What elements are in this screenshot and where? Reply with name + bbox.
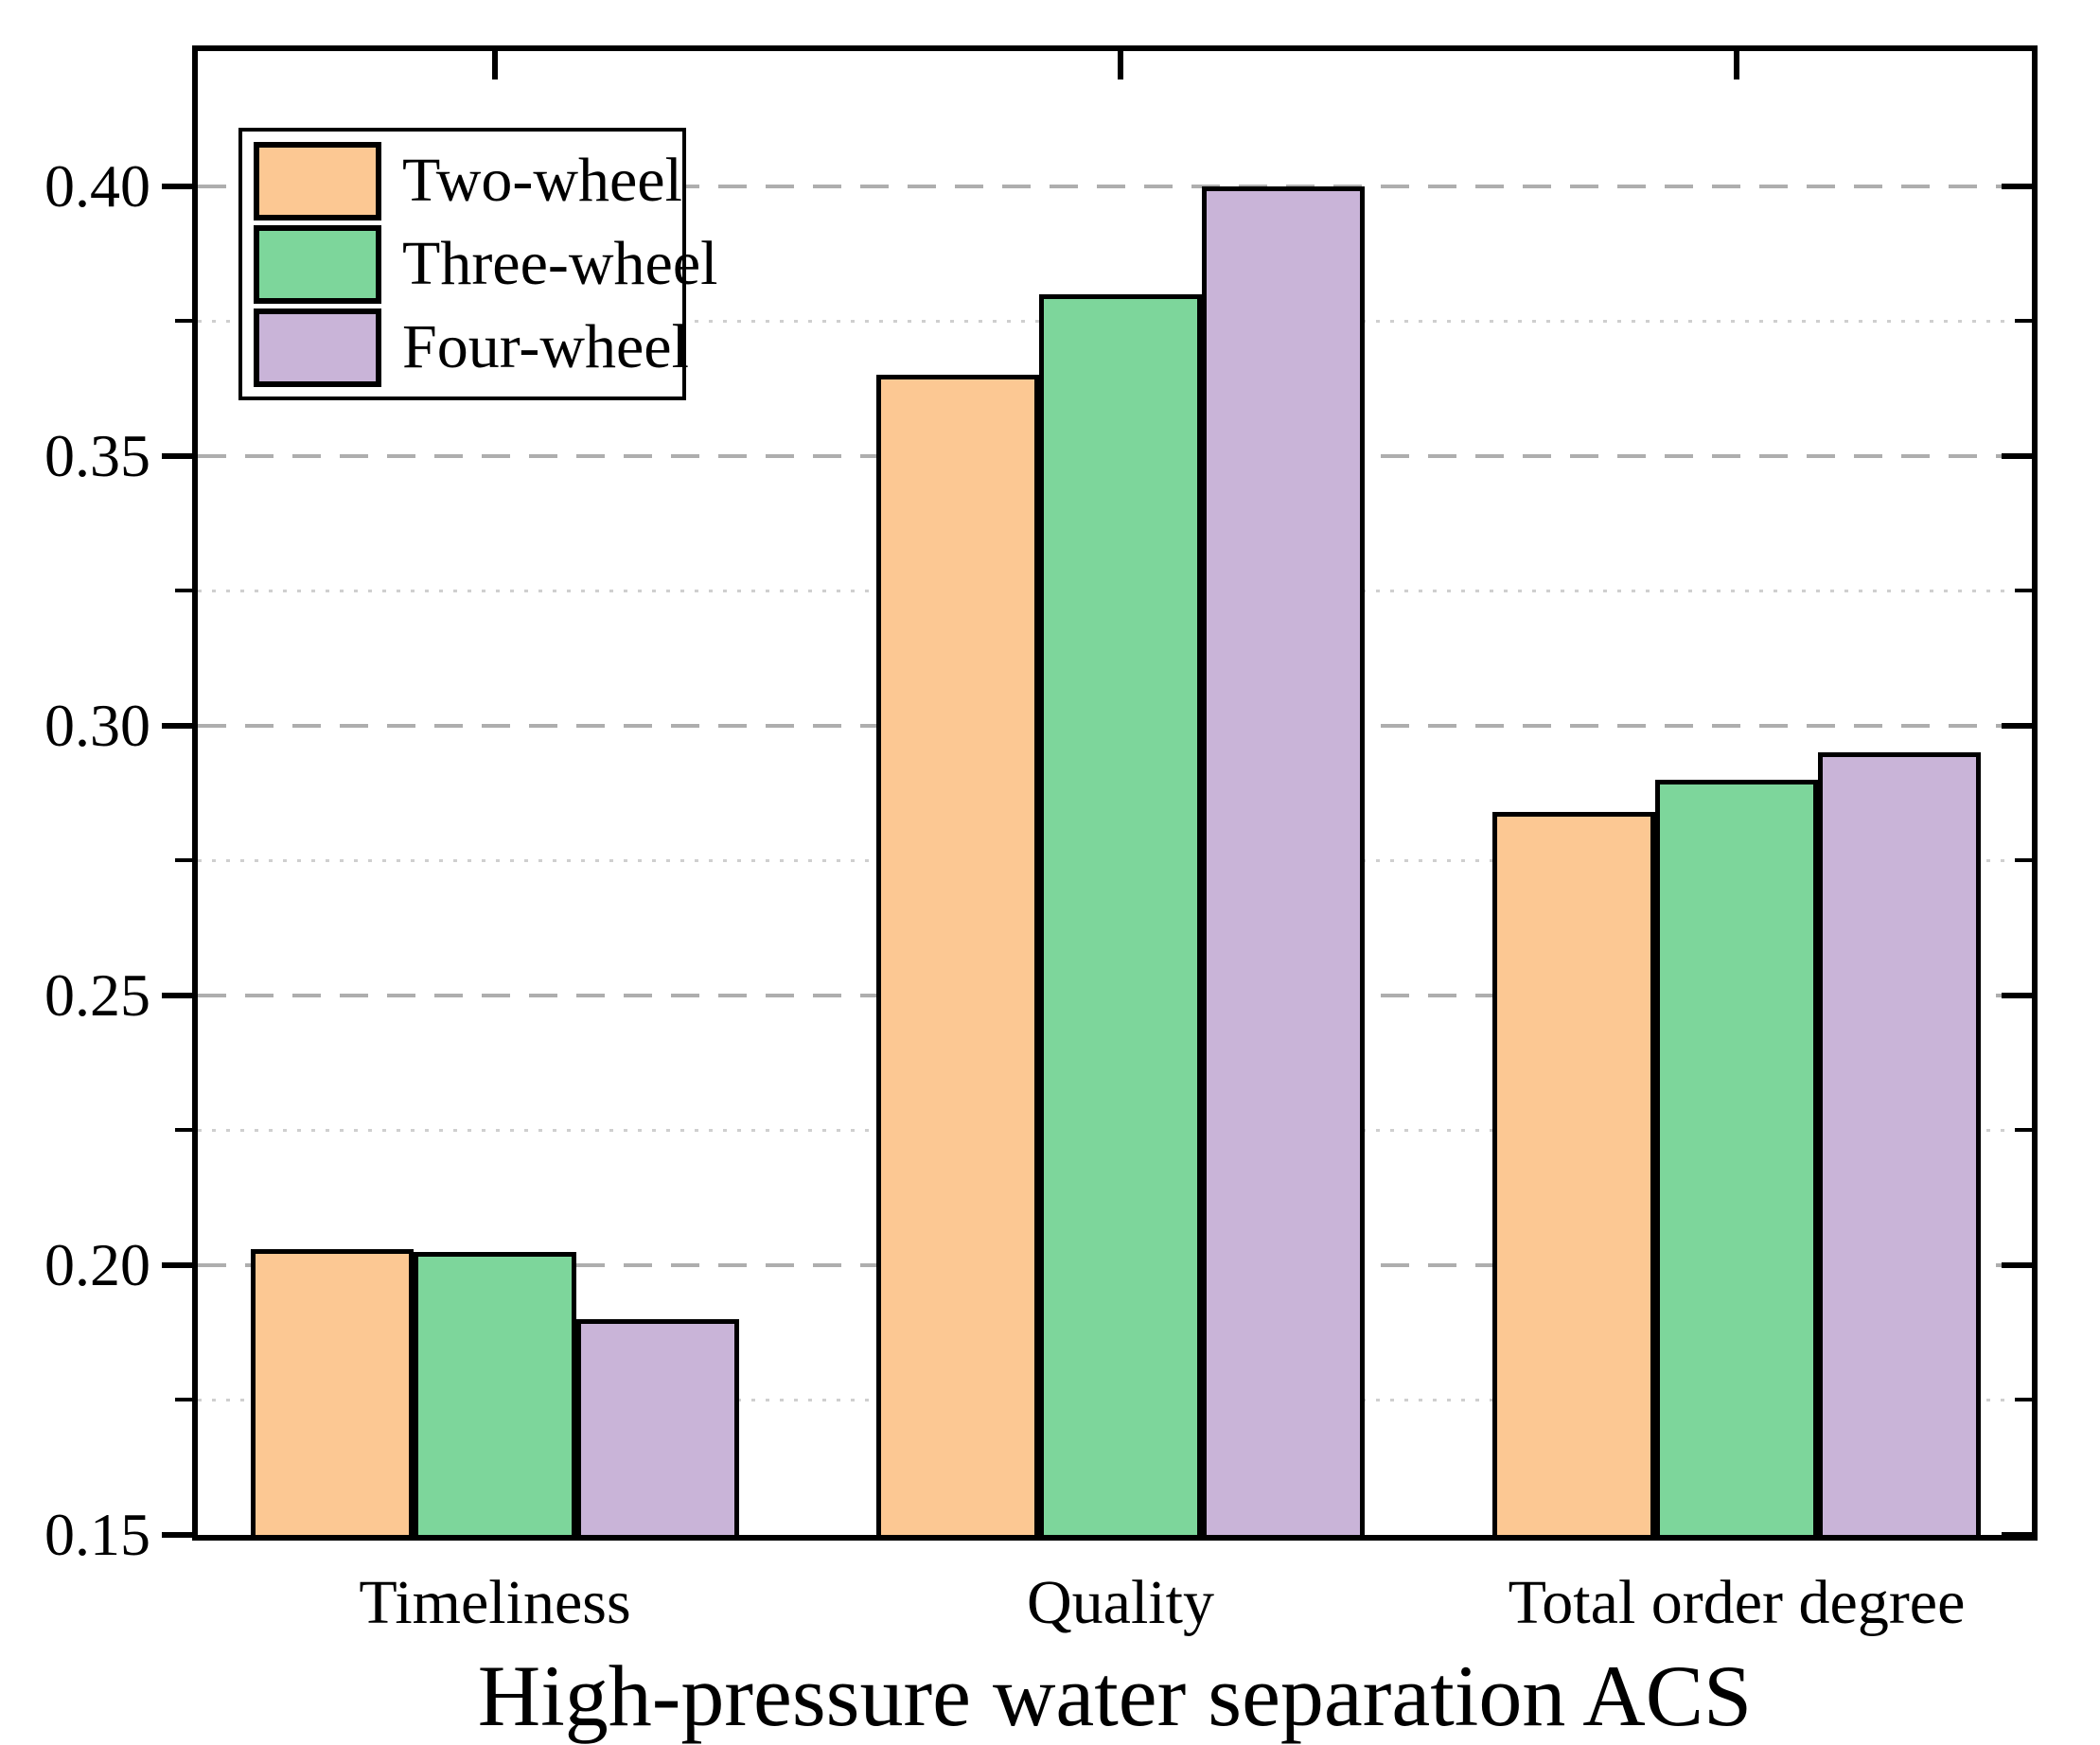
y-major-tick-left [162, 722, 192, 729]
x-category-label: Total order degree [1508, 1568, 1966, 1637]
y-major-tick-right [2002, 992, 2032, 998]
y-tick-label: 0.25 [44, 961, 150, 1029]
y-tick-label: 0.35 [44, 421, 150, 489]
y-minor-tick-right [2015, 1398, 2032, 1402]
bar-three-wheel-0 [414, 1251, 576, 1541]
y-major-tick-left [162, 183, 192, 189]
y-minor-tick-left [175, 319, 192, 324]
y-minor-tick-right [2015, 858, 2032, 863]
legend-item: Four-wheel [254, 308, 689, 387]
y-minor-tick-left [175, 589, 192, 593]
legend-label-four-wheel: Four-wheel [402, 312, 689, 381]
y-tick-label: 0.30 [44, 691, 150, 759]
y-minor-tick-right [2015, 589, 2032, 593]
y-major-tick-right [2002, 452, 2032, 459]
y-major-tick-right [2002, 1532, 2032, 1538]
bar-two-wheel-0 [251, 1248, 414, 1541]
bar-four-wheel-0 [576, 1318, 739, 1541]
bar-two-wheel-1 [876, 375, 1039, 1541]
y-major-tick-left [162, 992, 192, 998]
y-minor-tick-right [2015, 319, 2032, 324]
x-category-label: Quality [1027, 1568, 1214, 1637]
y-minor-tick-left [175, 1128, 192, 1133]
legend-swatch-four-wheel [254, 308, 381, 387]
major-gridline [198, 184, 2032, 188]
x-top-tick [1734, 51, 1739, 79]
bar-three-wheel-1 [1039, 293, 1202, 1541]
y-major-tick-right [2002, 183, 2032, 189]
y-major-tick-left [162, 1261, 192, 1268]
y-major-tick-right [2002, 722, 2032, 729]
x-top-tick [1118, 51, 1123, 79]
bar-four-wheel-1 [1202, 185, 1365, 1541]
y-major-tick-right [2002, 1261, 2032, 1268]
x-top-tick [492, 51, 498, 79]
legend-swatch-two-wheel [254, 141, 381, 220]
y-tick-label: 0.20 [44, 1230, 150, 1298]
legend-item: Two-wheel [254, 141, 682, 220]
bar-three-wheel-2 [1655, 779, 1818, 1541]
y-minor-tick-left [175, 1398, 192, 1402]
y-major-tick-left [162, 1532, 192, 1538]
legend-label-three-wheel: Three-wheel [402, 229, 718, 298]
legend-item: Three-wheel [254, 224, 717, 304]
x-category-label: Timeliness [359, 1568, 631, 1637]
legend-swatch-three-wheel [254, 224, 381, 304]
y-minor-tick-right [2015, 1128, 2032, 1133]
y-tick-label: 0.15 [44, 1501, 150, 1568]
x-axis-title: High-pressure water separation ACS [477, 1648, 1753, 1744]
y-minor-tick-left [175, 858, 192, 863]
y-major-tick-left [162, 452, 192, 459]
y-tick-label: 0.40 [44, 151, 150, 220]
bar-four-wheel-2 [1818, 752, 1981, 1541]
bar-two-wheel-2 [1492, 811, 1655, 1541]
legend-label-two-wheel: Two-wheel [402, 146, 682, 215]
legend: Two-wheel Three-wheel Four-wheel [238, 128, 717, 400]
